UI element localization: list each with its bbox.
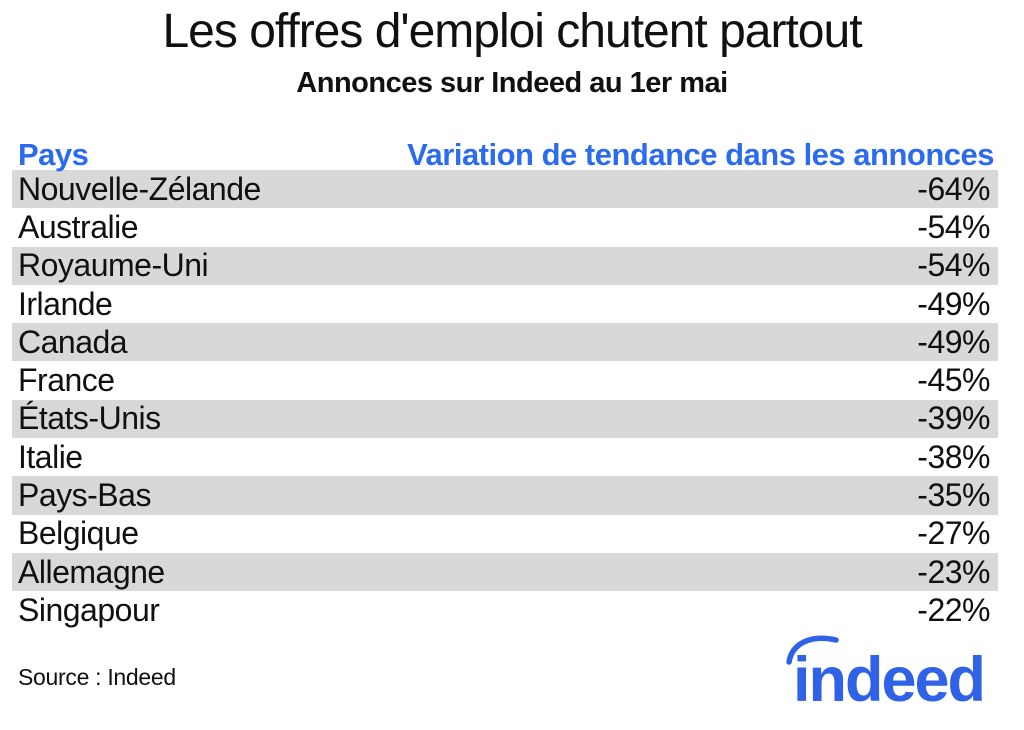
variation-value: -22% [917, 591, 990, 628]
country-label: Italie [18, 438, 83, 475]
table-row: Allemagne -23% [12, 552, 998, 592]
table-row: Irlande -49% [12, 285, 998, 323]
table-header-row: Pays Variation de tendance dans les anno… [12, 139, 998, 170]
variation-value: -45% [917, 362, 990, 399]
column-header-variation: Variation de tendance dans les annonces [407, 137, 994, 172]
column-header-pays: Pays [18, 137, 89, 172]
indeed-swoosh-icon [786, 635, 839, 665]
country-label: États-Unis [18, 400, 161, 437]
table-row: Pays-Bas -35% [12, 476, 998, 515]
variation-value: -39% [917, 400, 990, 437]
variation-value: -54% [917, 247, 990, 284]
variation-value: -54% [917, 208, 990, 245]
country-label: France [18, 362, 115, 399]
variation-value: -23% [917, 553, 990, 590]
variation-value: -38% [917, 438, 990, 475]
table-row: Nouvelle-Zélande -64% [12, 170, 998, 209]
table-row: Singapour -22% [12, 591, 998, 629]
table-row: France -45% [12, 361, 998, 399]
table-row: Australie -54% [12, 208, 998, 246]
variation-value: -64% [917, 170, 990, 207]
source-attribution: Source : Indeed [18, 664, 176, 690]
variation-value: -35% [917, 477, 990, 514]
table-row: Royaume-Uni -54% [12, 246, 998, 285]
table-row: Italie -38% [12, 438, 998, 476]
country-variation-table: Pays Variation de tendance dans les anno… [12, 139, 998, 630]
page-subtitle: Annonces sur Indeed au 1er mai [296, 67, 728, 99]
country-label: Australie [18, 208, 139, 245]
country-label: Allemagne [18, 553, 165, 590]
indeed-logo: indeed [786, 635, 986, 708]
country-label: Nouvelle-Zélande [18, 170, 261, 207]
variation-value: -49% [917, 323, 990, 360]
country-label: Singapour [18, 591, 160, 628]
country-label: Canada [18, 323, 128, 360]
table-row: Belgique -27% [12, 515, 998, 553]
country-label: Belgique [18, 515, 139, 552]
variation-value: -27% [917, 515, 990, 552]
indeed-logo-text: indeed [793, 645, 984, 708]
variation-value: -49% [917, 285, 990, 322]
table-row: Canada -49% [12, 323, 998, 362]
country-label: Irlande [18, 285, 113, 322]
page-title: Les offres d'emploi chutent partout [162, 5, 862, 58]
country-label: Royaume-Uni [18, 247, 209, 284]
country-label: Pays-Bas [18, 477, 151, 514]
table-row: États-Unis -39% [12, 399, 998, 439]
